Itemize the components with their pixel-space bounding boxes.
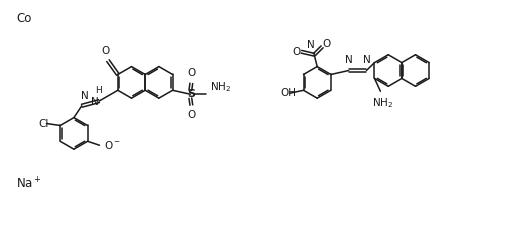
Text: S: S [187,89,195,99]
Text: H: H [94,86,102,95]
Text: OH: OH [281,88,297,98]
Text: N: N [363,55,370,65]
Text: NH$_2$: NH$_2$ [372,96,393,110]
Text: Na$^+$: Na$^+$ [16,176,42,192]
Text: O$^-$: O$^-$ [105,139,121,151]
Text: O: O [102,46,110,56]
Text: O: O [322,39,330,49]
Text: N: N [81,91,89,101]
Text: O: O [292,47,300,57]
Text: N: N [91,97,99,107]
Text: Cl: Cl [38,119,49,128]
Text: O: O [187,68,195,79]
Text: Co: Co [16,12,31,25]
Text: O: O [187,110,195,120]
Text: N: N [345,55,352,65]
Text: N: N [308,40,315,50]
Text: NH$_2$: NH$_2$ [210,80,231,94]
